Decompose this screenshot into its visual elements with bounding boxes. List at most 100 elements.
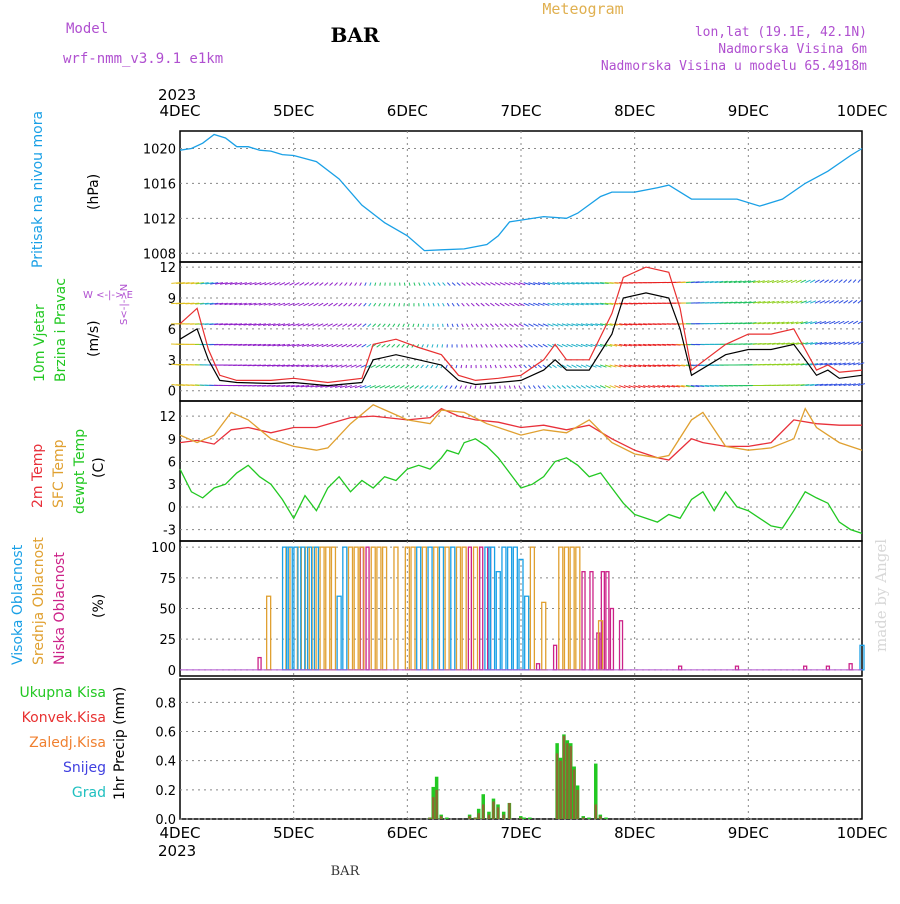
wind-arrow	[344, 303, 348, 306]
high-cloud-bar	[496, 572, 500, 670]
precip-total-bar	[604, 818, 608, 819]
wind-arrow	[418, 324, 419, 327]
mid-cloud-bar	[530, 547, 534, 670]
mid-cloud-bar	[267, 596, 271, 670]
wind-arrow	[440, 386, 443, 389]
wind-arrow	[421, 365, 424, 368]
wind-arrow	[415, 386, 419, 389]
mid-cloud-bar	[445, 547, 449, 670]
high-cloud-bar	[525, 596, 529, 670]
x-tick-label-bottom: 6DEC	[387, 824, 428, 842]
wind-arrow	[349, 303, 352, 306]
wind-arrow	[519, 324, 524, 327]
wind-arrow	[383, 324, 386, 327]
wind-arrow	[394, 303, 395, 306]
high-cloud-label: Visoka Oblacnost	[10, 544, 26, 665]
cloud-unit: (%)	[91, 594, 107, 618]
wind-arrow	[490, 283, 495, 286]
wind-arrow	[392, 344, 395, 347]
pressure-unit: (hPa)	[86, 174, 102, 210]
wind-arrow	[419, 283, 420, 286]
wind-arrow	[486, 365, 487, 368]
wind-arrow	[486, 324, 489, 327]
y-tick-label: 6	[168, 323, 176, 338]
wind-arrow	[452, 303, 454, 306]
wind-arrow	[352, 344, 357, 347]
mid-cloud-bar	[422, 547, 426, 670]
wind-arrow	[858, 300, 862, 303]
wind-arrow	[432, 344, 433, 347]
mid-cloud-bar	[434, 547, 438, 670]
x-tick-label-top: 4DEC	[159, 102, 200, 120]
wind-arrow	[428, 283, 430, 286]
wind-arrow	[529, 344, 533, 347]
mid-cloud-label: Srednja Oblacnost	[31, 537, 47, 665]
wind-arrow	[462, 324, 464, 327]
wind-arrow	[475, 386, 476, 389]
precip-conv-bar	[573, 769, 576, 819]
wind-arrow	[820, 280, 824, 283]
x-tick-label-top: 7DEC	[500, 102, 541, 120]
wind-arrow	[367, 344, 371, 347]
high-cloud-bar	[417, 547, 421, 670]
low-cloud-bar	[590, 572, 593, 670]
low-cloud-bar	[826, 666, 829, 670]
wind-arrow	[848, 280, 851, 283]
wind-arrow	[500, 344, 503, 347]
wind-arrow	[314, 283, 318, 286]
wind-arrow	[476, 303, 479, 306]
wind-arrow	[437, 344, 438, 347]
wind-arrow	[368, 324, 371, 327]
mid-cloud-bar	[394, 547, 398, 670]
model-elevation-label: Nadmorska Visina u modelu 65.4918m	[601, 59, 867, 74]
temp-unit: (C)	[91, 457, 107, 478]
wind-arrow	[399, 303, 400, 306]
wind-arrow	[450, 386, 452, 389]
wind-arrow	[428, 303, 429, 306]
wind-arrow	[810, 280, 815, 283]
wind-arrow	[426, 365, 428, 368]
wind-arrow	[465, 386, 466, 389]
wind-arrow	[490, 365, 491, 368]
wind-arrow	[476, 344, 477, 347]
pressure-label: Pritisak na nivou mora	[30, 111, 46, 268]
wind-arrow	[340, 283, 343, 286]
wind-arrow	[471, 283, 475, 286]
wind-arrow	[364, 303, 367, 306]
wind-arrow	[844, 300, 848, 303]
high-cloud-bar	[439, 547, 443, 670]
precip-conv-bar	[477, 813, 480, 819]
wind-arrow	[529, 386, 531, 389]
wind-arrow	[397, 344, 400, 347]
wind-arrow	[377, 344, 381, 347]
wind-arrow	[422, 344, 424, 347]
wind-arrow	[348, 324, 352, 327]
wind-arrow	[505, 386, 506, 389]
y-tick-label: 0.4	[155, 755, 176, 770]
wind-arrow	[359, 303, 362, 306]
y-tick-label: 1016	[143, 177, 176, 192]
wind-arrow	[844, 280, 847, 283]
wind-arrow	[557, 344, 562, 347]
wind-arrow	[500, 303, 505, 306]
y-tick-label: 1012	[143, 212, 176, 227]
high-cloud-bar	[508, 547, 512, 670]
precip-total-bar	[587, 818, 591, 819]
wind-arrow	[314, 303, 319, 306]
low-cloud-bar	[620, 621, 623, 670]
wind-arrow	[299, 283, 304, 286]
wind-arrow	[452, 324, 453, 327]
wind-arrow	[461, 365, 462, 368]
precip-conv-bar	[556, 753, 559, 819]
wind-arrow	[370, 283, 371, 286]
wind-arrow	[476, 283, 480, 286]
wind-arrow	[490, 344, 492, 347]
precip-conv-bar	[595, 804, 598, 819]
wind-arrow	[567, 386, 571, 389]
wind-arrow	[524, 365, 527, 368]
x-tick-label-bottom: 8DEC	[614, 824, 655, 842]
mid-cloud-bar	[326, 547, 330, 670]
